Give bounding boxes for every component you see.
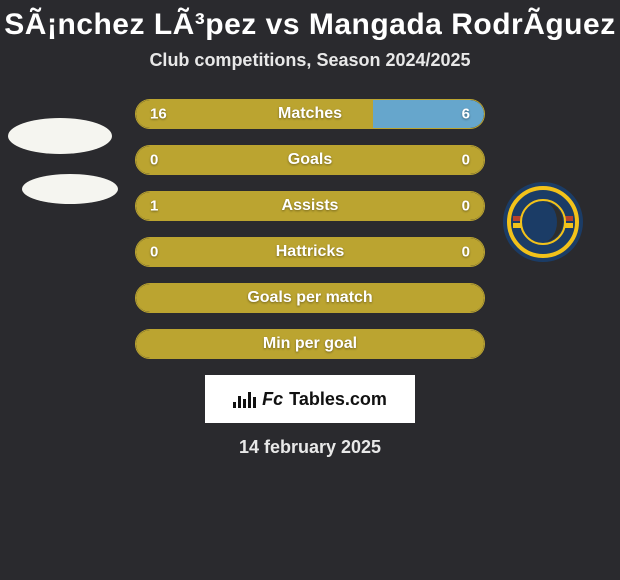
date-text: 14 february 2025 (0, 437, 620, 458)
stats-container: 166Matches 00Goals 10Assists 00Hattricks Goa… (135, 99, 485, 359)
stat-row-assists: 10Assists (135, 191, 485, 221)
stat-label: Goals (136, 151, 484, 169)
stat-label: Hattricks (136, 243, 484, 261)
fctables-logo: Fc Tables.com (205, 375, 415, 423)
stat-row-min-per-goal: Min per goal (135, 329, 485, 359)
logo-text-suffix: Tables.com (289, 389, 387, 410)
stat-label: Assists (136, 197, 484, 215)
bar-chart-icon (233, 390, 256, 408)
left-team-badge-1 (8, 118, 112, 154)
stat-row-hattricks: 00Hattricks (135, 237, 485, 267)
stat-row-goals: 00Goals (135, 145, 485, 175)
stat-label: Goals per match (136, 289, 484, 307)
logo-text-prefix: Fc (262, 389, 283, 410)
stat-label: Matches (136, 105, 484, 123)
stat-row-goals-per-match: Goals per match (135, 283, 485, 313)
left-team-badge-2 (22, 174, 118, 204)
subtitle: Club competitions, Season 2024/2025 (0, 50, 620, 71)
right-team-crest (501, 180, 585, 264)
stat-row-matches: 166Matches (135, 99, 485, 129)
stat-label: Min per goal (136, 335, 484, 353)
page-title: SÃ¡nchez LÃ³pez vs Mangada RodrÃ­guez (0, 0, 620, 42)
